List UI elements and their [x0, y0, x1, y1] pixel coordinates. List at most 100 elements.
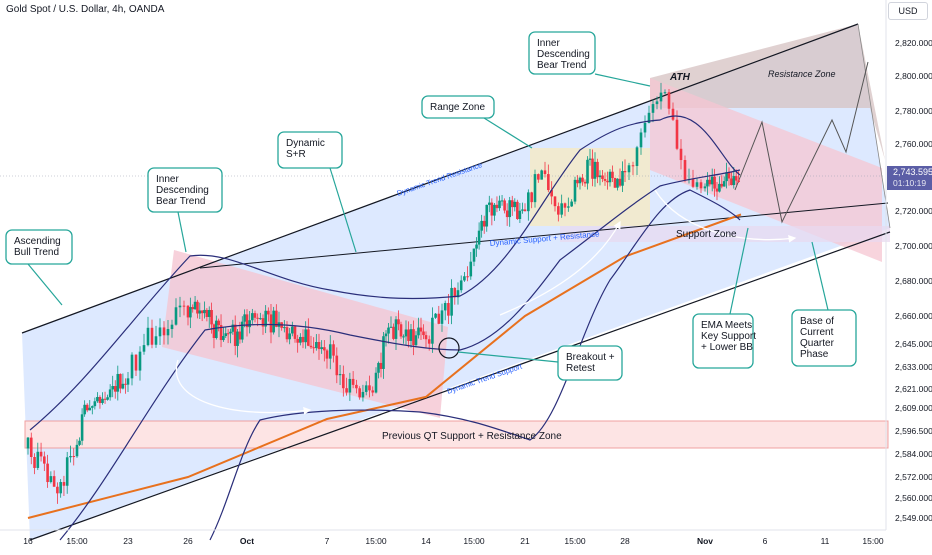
candle-body: [219, 325, 223, 341]
candle-body: [618, 178, 622, 186]
label-dynamic-sr-text: S+R: [286, 149, 306, 160]
label-breakout-frame: [557, 345, 623, 381]
label-ema-meets-pointer: [729, 227, 749, 315]
candle-body: [505, 210, 509, 218]
candle-body: [387, 327, 390, 334]
candle-body: [88, 407, 92, 411]
candle-body: [39, 451, 43, 457]
candle-body: [623, 170, 627, 173]
label-inner-bear-1-text: Inner: [156, 174, 179, 185]
candle-body: [647, 112, 651, 123]
candle-body: [56, 486, 59, 494]
candle-body: [189, 307, 192, 318]
candle-body: [226, 333, 230, 335]
candle-body: [591, 158, 594, 179]
candle-body: [238, 331, 242, 340]
candle-body: [248, 320, 251, 328]
candle-body: [198, 310, 202, 314]
candle-body: [91, 406, 94, 408]
candle-body: [424, 335, 428, 340]
candle-body: [231, 324, 235, 332]
candle-body: [36, 451, 40, 468]
y-tick-label: 2,780.000: [895, 106, 932, 116]
candle-body: [126, 378, 130, 385]
x-tick-label: 21: [520, 536, 530, 546]
candle-body: [229, 331, 232, 334]
candle-body: [567, 206, 570, 208]
candle-body: [576, 179, 579, 184]
label-base-quarter-text: Current: [800, 327, 834, 338]
current-price-tag: 2,743.595 01:10:19: [887, 166, 932, 190]
candle-body: [550, 190, 553, 197]
label-range-zone: Range Zone: [421, 95, 533, 149]
candle-body: [26, 437, 30, 449]
candle-body: [412, 329, 415, 346]
candle-body: [46, 463, 49, 483]
candle-body: [578, 177, 582, 184]
candle-body: [296, 338, 299, 343]
candle-body: [111, 386, 114, 390]
candle-body: [78, 440, 81, 445]
candle-body: [527, 192, 530, 212]
label-inner-bear-2-text: Descending: [537, 49, 590, 60]
candle-body: [312, 347, 315, 349]
candle-body: [488, 202, 491, 205]
candle-body: [162, 327, 166, 336]
candle-body: [389, 326, 393, 328]
candle-body: [477, 230, 481, 245]
candle-body: [518, 210, 522, 219]
label-qt-zone: Previous QT Support + Resistance Zone: [382, 431, 562, 442]
candle-body: [301, 336, 305, 343]
candle-body: [498, 200, 501, 209]
candle-body: [309, 345, 313, 348]
candle-body: [459, 280, 463, 291]
candle-body: [475, 244, 478, 249]
candle-body: [606, 180, 609, 183]
candle-body: [138, 351, 142, 371]
candle-body: [217, 320, 220, 326]
candle-body: [608, 171, 612, 183]
candle-body: [708, 179, 712, 185]
x-tick-label: 15:00: [463, 536, 485, 546]
label-ascending-bull-frame: [5, 229, 73, 265]
candle-body: [361, 391, 365, 398]
trend-support-line: [29, 231, 891, 541]
label-ascending-bull-text: Bull Trend: [14, 247, 59, 258]
candle-body: [703, 186, 707, 189]
candle-body: [493, 204, 496, 216]
candle-body: [456, 290, 460, 298]
candle-body: [563, 203, 567, 208]
candle-body: [134, 354, 138, 371]
candle-body: [463, 276, 466, 281]
y-tick-label: 2,800.000: [895, 71, 932, 81]
candle-body: [325, 350, 329, 359]
label-breakout-text: Breakout +: [566, 352, 615, 363]
candle-body: [222, 336, 225, 341]
y-tick-label: 2,584.000: [895, 449, 932, 459]
candle-body: [482, 220, 486, 227]
candle-body: [351, 378, 355, 385]
y-tick-label: 2,680.000: [895, 276, 932, 286]
candle-body: [178, 305, 182, 308]
candle-body: [203, 309, 206, 314]
candle-body: [377, 362, 380, 373]
candle-body: [113, 386, 117, 392]
symbol-title: Gold Spot / U.S. Dollar, 4h, OANDA: [6, 4, 165, 15]
candle-body: [583, 181, 587, 184]
candle-body: [269, 314, 273, 333]
candle-body: [382, 336, 385, 369]
candle-body: [500, 200, 504, 202]
x-tick-label: 6: [763, 536, 768, 546]
currency-badge[interactable]: USD: [888, 2, 928, 20]
candle-body: [521, 209, 524, 211]
label-base-quarter-frame: [791, 309, 857, 367]
candle-body: [52, 476, 56, 487]
candle-body: [96, 396, 99, 402]
candle-body: [419, 327, 423, 332]
breakout-circle: [438, 337, 460, 359]
dynamic-sr-line: [199, 202, 889, 269]
candle-body: [83, 404, 86, 415]
candle-body: [256, 317, 259, 319]
